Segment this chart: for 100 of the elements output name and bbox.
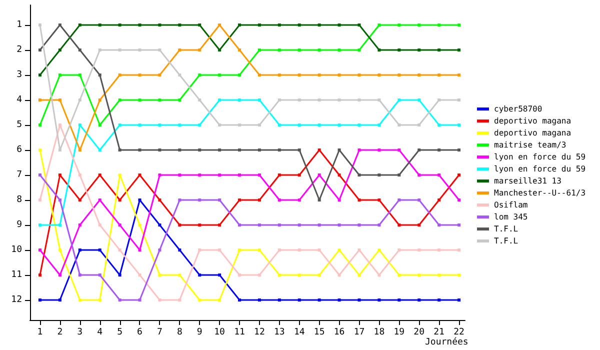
point [358, 274, 361, 276]
point [378, 248, 381, 252]
point [298, 298, 301, 302]
point [298, 24, 301, 26]
point [358, 148, 361, 152]
y-tick-label: 11 [11, 270, 22, 280]
point [158, 274, 162, 276]
point [338, 98, 341, 102]
point [398, 98, 401, 102]
x-tick-label: 5 [117, 328, 123, 338]
point [198, 198, 202, 202]
point [418, 98, 421, 102]
point [218, 48, 222, 52]
x-tick-label: 9 [196, 328, 202, 338]
point [278, 124, 281, 126]
point [358, 98, 361, 102]
point [158, 124, 162, 126]
point [278, 224, 281, 226]
point [78, 174, 82, 176]
point [158, 98, 162, 102]
point [38, 124, 42, 126]
y-tick-label: 8 [16, 195, 22, 205]
x-axis-title: Journées [425, 336, 468, 348]
point [318, 98, 321, 102]
point [378, 48, 381, 52]
point [398, 198, 401, 202]
point [318, 298, 321, 302]
y-tick-label: 9 [16, 220, 22, 230]
point [118, 198, 122, 202]
point [418, 74, 421, 76]
y-tick-label: 1 [16, 20, 22, 30]
point [58, 74, 62, 76]
point [298, 74, 301, 76]
point [358, 48, 361, 52]
point [58, 98, 62, 102]
point [338, 174, 341, 176]
point [238, 98, 242, 102]
legend-label: lom 345 [494, 212, 528, 222]
point [78, 24, 82, 26]
x-tick-label: 4 [97, 328, 103, 338]
point [238, 148, 242, 152]
point [418, 48, 421, 52]
point [258, 248, 261, 252]
point [418, 274, 421, 276]
point [138, 174, 142, 176]
point [118, 224, 122, 226]
point [258, 98, 261, 102]
point [218, 298, 222, 302]
point [58, 124, 62, 126]
point [38, 298, 42, 302]
point [338, 74, 341, 76]
point [158, 74, 162, 76]
point [238, 74, 242, 76]
point [138, 24, 142, 26]
x-tick-label: 3 [77, 328, 83, 338]
point [98, 24, 102, 26]
point [118, 48, 122, 52]
point [118, 98, 122, 102]
point [98, 74, 102, 76]
point [338, 48, 341, 52]
point [98, 198, 102, 202]
point [338, 148, 341, 152]
point [78, 274, 82, 276]
x-tick-label: 16 [334, 328, 345, 338]
legend-label: cyber58700 [494, 104, 542, 114]
point [238, 24, 242, 26]
point [358, 198, 361, 202]
point [118, 174, 122, 176]
point [398, 74, 401, 76]
point [338, 298, 341, 302]
point [438, 274, 441, 276]
point [58, 224, 62, 226]
point [78, 224, 82, 226]
point [178, 98, 182, 102]
point [298, 48, 301, 52]
point [158, 148, 162, 152]
point [138, 224, 142, 226]
point [98, 274, 102, 276]
x-tick-label: 21 [434, 328, 444, 338]
point [258, 74, 261, 76]
point [178, 224, 182, 226]
point [198, 174, 202, 176]
point [418, 198, 421, 202]
point [378, 224, 381, 226]
point [398, 124, 401, 126]
point [418, 298, 421, 302]
y-tick-label: 12 [11, 295, 22, 305]
point [258, 198, 261, 202]
point [338, 274, 341, 276]
point [298, 124, 301, 126]
point [178, 24, 182, 26]
point [278, 48, 281, 52]
point [398, 148, 401, 152]
point [358, 124, 361, 126]
point [98, 98, 102, 102]
point [38, 274, 42, 276]
point [218, 98, 222, 102]
legend-label: Manchester--U--61/3 [494, 188, 586, 198]
point [118, 274, 122, 276]
point [278, 74, 281, 76]
